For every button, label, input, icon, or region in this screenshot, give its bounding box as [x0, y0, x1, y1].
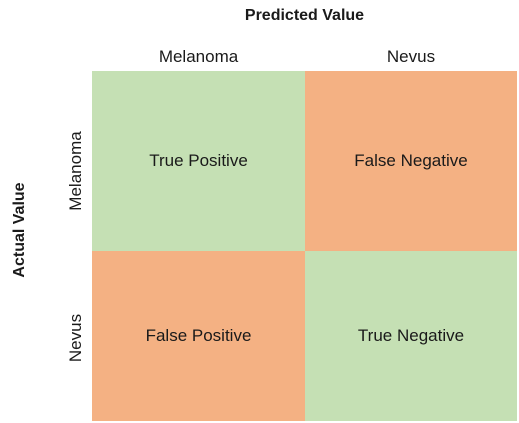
row-header-melanoma: Melanoma — [66, 131, 85, 211]
confusion-matrix: True Positive False Negative False Posit… — [92, 71, 517, 421]
cell-label: True Negative — [357, 326, 465, 345]
cell-false-positive: False Positive — [92, 251, 305, 421]
actual-value-title: Actual Value — [11, 182, 28, 278]
row-header-nevus: Nevus — [66, 313, 85, 363]
cell-false-negative: False Negative — [305, 71, 517, 251]
cell-true-negative: True Negative — [305, 251, 517, 421]
cell-true-positive: True Positive — [92, 71, 305, 251]
predicted-value-title: Predicted Value — [244, 7, 365, 24]
column-header-melanoma: Melanoma — [158, 47, 239, 66]
cell-label: False Negative — [354, 151, 468, 170]
column-header-nevus: Nevus — [386, 47, 436, 66]
cell-label: False Positive — [145, 326, 252, 345]
cell-label: True Positive — [149, 151, 248, 170]
